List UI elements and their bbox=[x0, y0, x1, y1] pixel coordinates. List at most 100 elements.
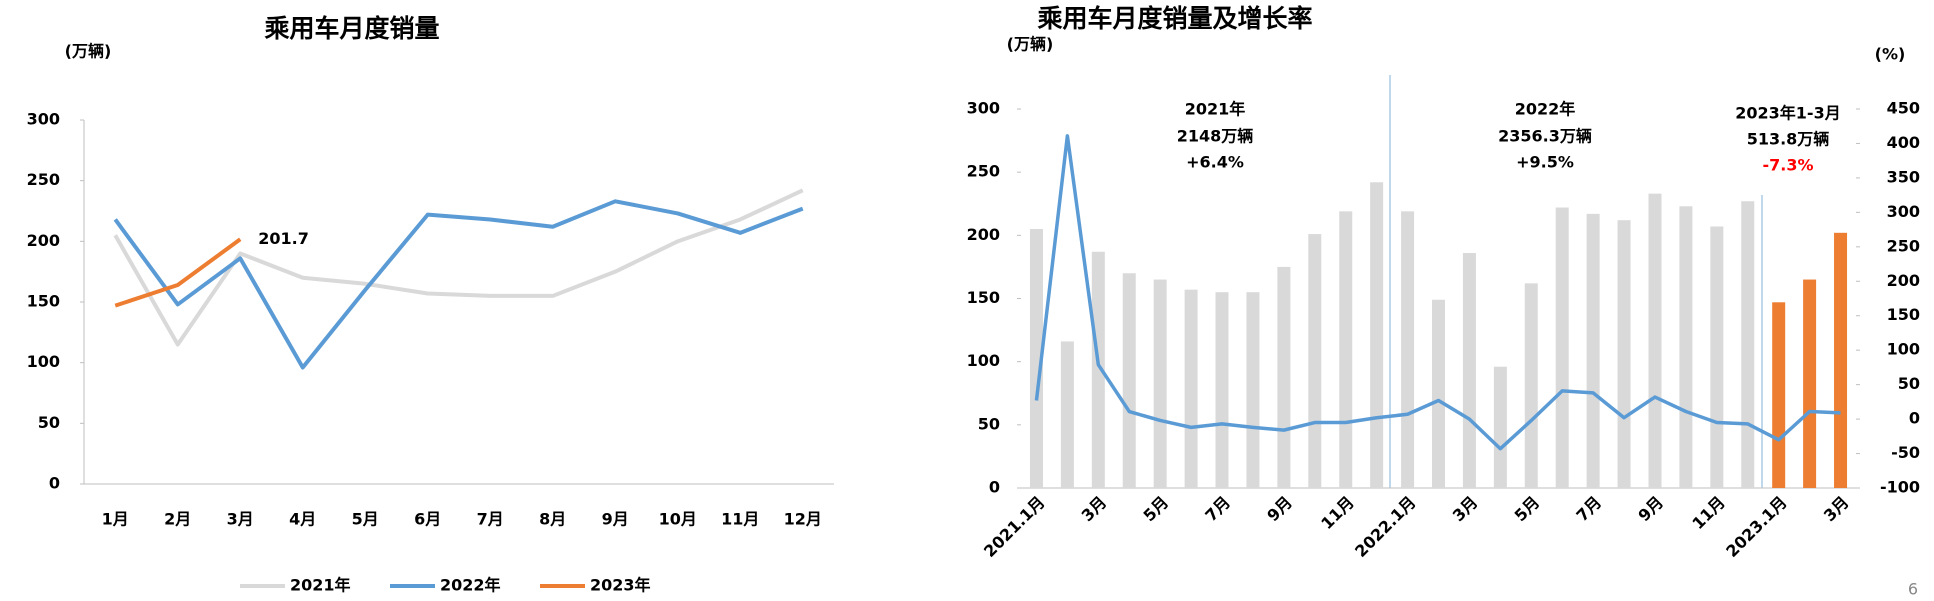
y2-tick-label: 450 bbox=[1887, 99, 1920, 118]
legend-label: 2022年 bbox=[440, 576, 501, 595]
bar bbox=[1339, 211, 1353, 488]
x-tick-label: 9月 bbox=[602, 510, 629, 529]
y2-tick-label: 250 bbox=[1887, 236, 1920, 255]
bar bbox=[1710, 226, 1724, 489]
x-tick-label: 7月 bbox=[1201, 493, 1234, 526]
x-tick-label: 1月 bbox=[102, 510, 129, 529]
y-tick-label: 0 bbox=[49, 474, 60, 493]
x-tick-label: 4月 bbox=[289, 510, 316, 529]
x-tick-label: 6月 bbox=[414, 510, 441, 529]
x-tick-label: 2021.1月 bbox=[980, 493, 1048, 561]
page-number: 6 bbox=[1908, 580, 1918, 599]
annotation: 2023年1-3月 bbox=[1735, 104, 1840, 123]
annotation: 2356.3万辆 bbox=[1498, 127, 1592, 146]
bar bbox=[1246, 292, 1260, 488]
bar bbox=[1741, 201, 1755, 488]
bar bbox=[1555, 207, 1569, 489]
y-tick-label: 0 bbox=[989, 478, 1000, 497]
annotation: +6.4% bbox=[1186, 153, 1244, 172]
line bbox=[113, 199, 804, 370]
x-tick-label: 5月 bbox=[352, 510, 379, 529]
bar bbox=[1432, 299, 1445, 488]
bar bbox=[1184, 289, 1198, 488]
y2-axis-label: (%) bbox=[1875, 45, 1906, 64]
x-tick-label: 9月 bbox=[1634, 493, 1667, 526]
x-tick-label: 11月 bbox=[721, 510, 759, 529]
bar bbox=[1029, 229, 1043, 488]
y-tick-label: 200 bbox=[27, 231, 60, 250]
bar bbox=[1277, 266, 1291, 488]
x-tick-label: 12月 bbox=[784, 510, 822, 529]
y2-tick-label: -100 bbox=[1880, 478, 1920, 497]
annotation: +9.5% bbox=[1516, 153, 1574, 172]
y-tick-label: 100 bbox=[27, 352, 60, 371]
x-tick-label: 3月 bbox=[1078, 493, 1111, 526]
y-tick-label: 150 bbox=[967, 288, 1000, 307]
line bbox=[1034, 134, 1841, 451]
bar bbox=[1308, 234, 1322, 488]
y-tick-label: 150 bbox=[27, 292, 60, 311]
y-axis-label: (万辆) bbox=[1007, 35, 1054, 54]
bar bbox=[1122, 273, 1136, 488]
y2-tick-label: 200 bbox=[1887, 271, 1920, 290]
x-tick-label: 7月 bbox=[1573, 493, 1606, 526]
y-tick-label: 250 bbox=[27, 170, 60, 189]
legend-label: 2023年 bbox=[590, 576, 651, 595]
bar bbox=[1401, 211, 1415, 488]
annotation: 513.8万辆 bbox=[1747, 130, 1830, 149]
x-tick-label: 2023.1月 bbox=[1722, 493, 1790, 561]
bar bbox=[1834, 232, 1848, 488]
x-tick-label: 11月 bbox=[1688, 493, 1729, 534]
bar bbox=[1370, 182, 1384, 489]
x-tick-label: 3月 bbox=[1449, 493, 1482, 526]
y-tick-label: 100 bbox=[967, 351, 1000, 370]
x-tick-label: 3月 bbox=[1820, 493, 1853, 526]
bar bbox=[1586, 213, 1600, 488]
chart-title: 乘用车月度销量及增长率 bbox=[1037, 4, 1312, 33]
bar bbox=[1462, 253, 1476, 488]
y-tick-label: 200 bbox=[967, 225, 1000, 244]
y2-tick-label: 300 bbox=[1887, 202, 1920, 221]
annotation: -7.3% bbox=[1762, 156, 1813, 175]
line bbox=[114, 237, 242, 308]
bar bbox=[1091, 251, 1105, 488]
annotation: 2021年 bbox=[1185, 100, 1246, 119]
y-axis-label: (万辆) bbox=[65, 42, 112, 61]
bar bbox=[1772, 302, 1786, 488]
bar bbox=[1617, 220, 1631, 488]
y2-tick-label: 50 bbox=[1898, 374, 1920, 393]
y2-tick-label: 400 bbox=[1887, 133, 1920, 152]
bar bbox=[1493, 366, 1507, 488]
bar bbox=[1648, 193, 1662, 489]
bar bbox=[1679, 206, 1693, 488]
y2-tick-label: 0 bbox=[1909, 409, 1920, 428]
bar bbox=[1215, 292, 1229, 488]
legend-label: 2021年 bbox=[290, 576, 351, 595]
x-tick-label: 8月 bbox=[539, 510, 566, 529]
x-tick-label: 11月 bbox=[1317, 493, 1358, 534]
line bbox=[113, 188, 804, 347]
x-tick-label: 5月 bbox=[1140, 493, 1173, 526]
y-tick-label: 300 bbox=[967, 99, 1000, 118]
x-tick-label: 9月 bbox=[1263, 493, 1296, 526]
y2-tick-label: 150 bbox=[1887, 305, 1920, 324]
y2-tick-label: 100 bbox=[1887, 340, 1920, 359]
chart-title: 乘用车月度销量 bbox=[264, 14, 439, 43]
annotation: 2022年 bbox=[1515, 100, 1576, 119]
x-tick-label: 3月 bbox=[227, 510, 254, 529]
bar bbox=[1803, 279, 1817, 488]
x-tick-label: 2022.1月 bbox=[1351, 493, 1419, 561]
y-tick-label: 50 bbox=[38, 413, 60, 432]
y-tick-label: 50 bbox=[978, 414, 1000, 433]
y-tick-label: 250 bbox=[967, 162, 1000, 181]
bar bbox=[1524, 283, 1538, 488]
bar bbox=[1153, 279, 1167, 488]
data-label: 201.7 bbox=[258, 229, 309, 248]
x-tick-label: 2月 bbox=[164, 510, 191, 529]
annotation: 2148万辆 bbox=[1177, 127, 1254, 146]
y-tick-label: 300 bbox=[27, 110, 60, 129]
y2-tick-label: -50 bbox=[1891, 443, 1920, 462]
x-tick-label: 10月 bbox=[659, 510, 697, 529]
x-tick-label: 5月 bbox=[1511, 493, 1544, 526]
